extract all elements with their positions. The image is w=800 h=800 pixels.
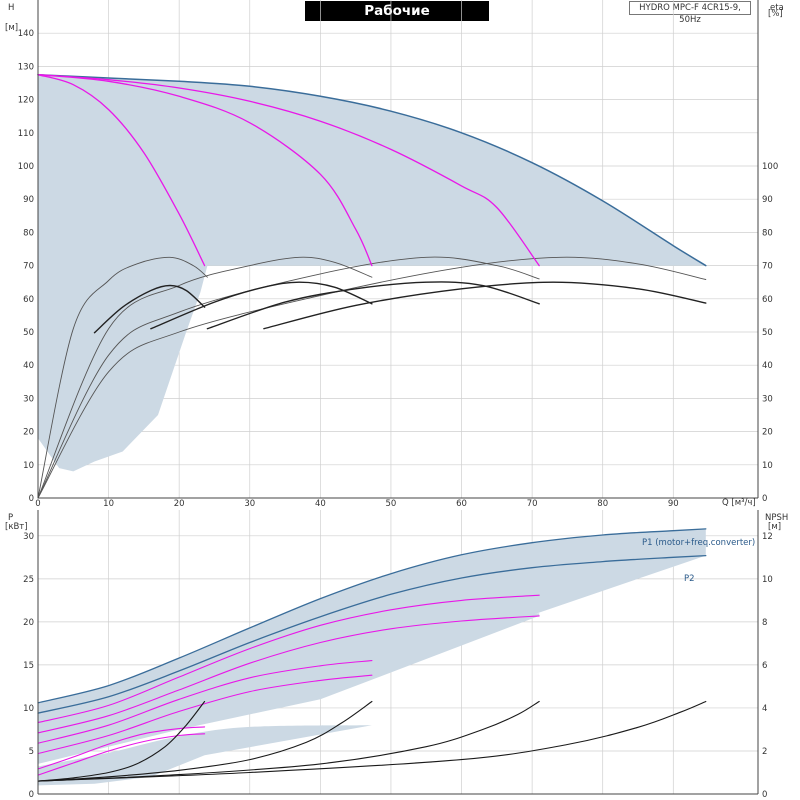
- power-curve-1: [37, 528, 707, 704]
- h-tick-label: 30: [23, 394, 34, 404]
- x-tick-label: 80: [597, 499, 608, 509]
- h-tick-label: 90: [23, 195, 34, 205]
- npsh-curve-2: [37, 700, 373, 782]
- x-tick-label: 20: [174, 499, 185, 509]
- h-tick-label: 110: [18, 129, 34, 139]
- eta-tick-label: 80: [762, 228, 773, 238]
- npsh-curve-3: [37, 700, 540, 782]
- h-tick-label: 10: [23, 461, 34, 471]
- chart-title: Рабочие характеристики: [305, 1, 489, 39]
- eta-axis-unit: [%]: [768, 9, 783, 19]
- head-efficiency-curves: [37, 73, 707, 499]
- npsh-curve-4: [37, 700, 707, 782]
- npsh-tick-label: 6: [762, 661, 767, 671]
- head-curve-2-pumps: [37, 74, 373, 267]
- efficiency-curve-dark-3: [206, 281, 540, 330]
- h-tick-label: 120: [18, 96, 34, 106]
- x-tick-label: 40: [315, 499, 326, 509]
- efficiency-curve-dark-4: [263, 281, 707, 330]
- npsh-tick-label: 12: [762, 532, 773, 542]
- efficiency-curve-dark-1: [93, 284, 206, 334]
- power-npsh-panel: 0 5 10 15 20 25 30 0 2 4 6 8 10 12 P [кВт] NPSH [м] P…: [5, 510, 788, 800]
- eta-tick-label: 50: [762, 328, 773, 338]
- power-curve-8: [37, 733, 206, 776]
- bottom-tick-labels: 0 5 10 15 20 25 30 0 2 4 6 8 10 12: [23, 532, 773, 800]
- npsh-axis-label: NPSH: [765, 513, 788, 523]
- p-tick-label: 20: [23, 618, 34, 628]
- efficiency-curve-light-2: [37, 256, 373, 499]
- eta-tick-label: 100: [762, 162, 778, 172]
- q-axis-label-top: Q [м³/ч]: [722, 498, 756, 508]
- p-tick-label: 30: [23, 532, 34, 542]
- p1-label: P1 (motor+freq.converter): [642, 538, 755, 548]
- h-tick-label: 20: [23, 428, 34, 438]
- p-axis-unit: [кВт]: [5, 522, 28, 532]
- power-curve-2: [37, 554, 707, 714]
- h-tick-label: 0: [29, 494, 34, 504]
- p-tick-label: 10: [23, 704, 34, 714]
- head-curve-3-pumps: [37, 74, 540, 267]
- h-tick-label: 140: [18, 29, 34, 39]
- bottom-axes: [37, 510, 759, 795]
- x-tick-label: 60: [456, 499, 467, 509]
- x-tick-label: 90: [668, 499, 679, 509]
- power-curve-5: [37, 660, 373, 744]
- efficiency-curve-dark-2: [150, 281, 373, 330]
- h-tick-label: 100: [18, 162, 34, 172]
- npsh-tick-label: 8: [762, 618, 767, 628]
- top-tick-labels: 0 10 20 30 40 50 60 70 80 90 0 10 20 30 40 50 60 70 80 90 10…: [18, 29, 778, 509]
- p-tick-label: 5: [29, 747, 34, 757]
- eta-tick-label: 60: [762, 295, 773, 305]
- p-tick-label: 15: [23, 661, 34, 671]
- top-axes: [37, 0, 759, 499]
- p-tick-label: 25: [23, 575, 34, 585]
- power-curve-4: [37, 615, 540, 734]
- x-tick-label: 70: [527, 499, 538, 509]
- power-npsh-curves: [37, 528, 707, 782]
- x-tick-label: 0: [35, 499, 40, 509]
- power-range-area-2: [38, 613, 540, 764]
- p-tick-label: 0: [29, 790, 34, 800]
- npsh-axis-unit: [м]: [768, 522, 781, 532]
- power-curve-3: [37, 594, 540, 724]
- x-tick-label: 10: [103, 499, 114, 509]
- head-range-area: [38, 74, 706, 472]
- eta-tick-label: 90: [762, 195, 773, 205]
- head-curve-4-pumps: [37, 73, 707, 267]
- x-tick-label: 30: [244, 499, 255, 509]
- npsh-tick-label: 2: [762, 747, 767, 757]
- head-curve-1-pumps: [37, 74, 206, 267]
- h-tick-label: 130: [18, 62, 34, 72]
- p-axis-label: P: [8, 513, 13, 523]
- eta-axis-label: eta: [770, 3, 784, 13]
- eta-tick-label: 70: [762, 262, 773, 272]
- p2-label: P2: [684, 574, 695, 584]
- h-tick-label: 80: [23, 228, 34, 238]
- x-tick-label: 50: [386, 499, 397, 509]
- power-range-area-3: [38, 725, 372, 786]
- eta-tick-label: 40: [762, 361, 773, 371]
- product-label: HYDRO MPC-F 4CR15-9, 50Hz: [629, 1, 751, 25]
- eta-tick-label: 30: [762, 394, 773, 404]
- npsh-tick-label: 10: [762, 575, 773, 585]
- npsh-tick-label: 4: [762, 704, 767, 714]
- head-operating-range: [38, 74, 706, 472]
- power-curve-6: [37, 674, 373, 755]
- h-tick-label: 60: [23, 295, 34, 305]
- efficiency-curve-light-1: [37, 256, 208, 499]
- h-axis-unit: [м]: [5, 23, 18, 33]
- power-operating-range: [38, 528, 706, 786]
- power-curve-7: [37, 726, 206, 770]
- eta-tick-label: 0: [762, 494, 767, 504]
- h-tick-label: 50: [23, 328, 34, 338]
- npsh-curve-1: [37, 700, 206, 782]
- eta-tick-label: 10: [762, 461, 773, 471]
- npsh-tick-label: 0: [762, 790, 767, 800]
- eta-tick-label: 20: [762, 428, 773, 438]
- h-axis-label: H: [8, 3, 14, 13]
- h-tick-label: 40: [23, 361, 34, 371]
- h-tick-label: 70: [23, 262, 34, 272]
- head-efficiency-panel: 0 10 20 30 40 50 60 70 80 90 0 10 20 30 40 50 60 70 80 90 10…: [5, 0, 784, 509]
